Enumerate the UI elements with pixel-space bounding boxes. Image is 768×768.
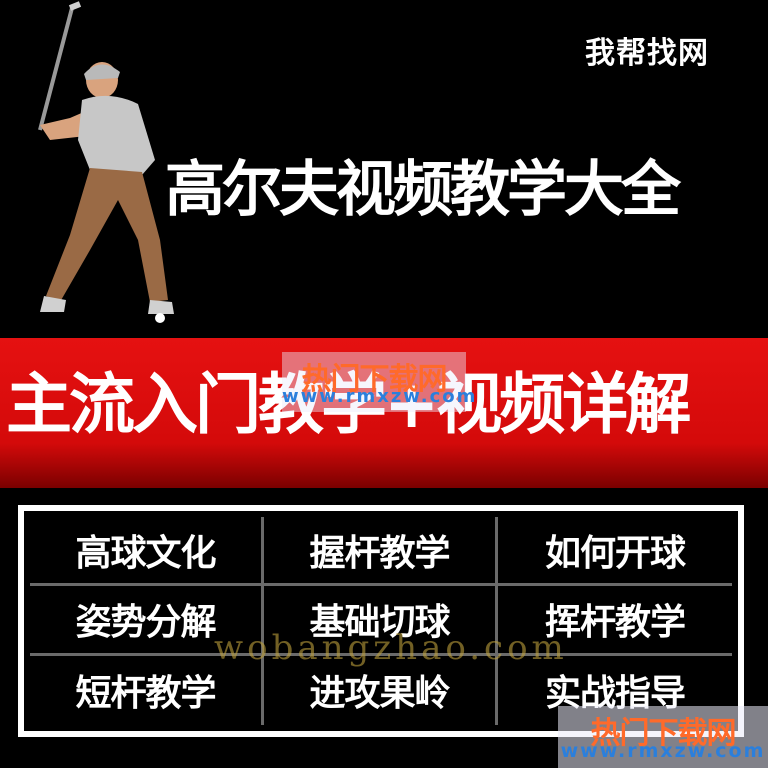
grid-cell: 挥杆教学 [498,586,732,656]
watermark-url-text: www.rmxzw.com [282,386,478,407]
grid-cell: 高球文化 [30,517,264,587]
grid-cell: 如何开球 [498,517,732,587]
grid-cell: 握杆教学 [264,517,498,587]
grid-cell: 姿势分解 [30,586,264,656]
topic-grid: 高球文化 握杆教学 如何开球 姿势分解 基础切球 挥杆教学 短杆教学 进攻果岭 … [30,517,732,725]
topic-grid-frame: 高球文化 握杆教学 如何开球 姿势分解 基础切球 挥杆教学 短杆教学 进攻果岭 … [18,505,744,737]
corner-watermark-big-text: 热门下载网 [590,716,737,751]
grid-cell: 基础切球 [264,586,498,656]
grid-cell: 短杆教学 [30,655,264,725]
brand-logo-text: 我帮找网 [585,36,709,71]
red-banner [0,338,768,488]
text-watermark: wobangzhao.com [214,628,568,668]
watermark-big-text: 热门下载网 [301,362,448,397]
download-site-watermark: 热门下载网 www.rmxzw.com [282,352,478,412]
main-title: 高尔夫视频教学大全 [165,155,681,225]
grid-cell: 进攻果岭 [264,655,498,725]
golfer-illustration [38,1,174,323]
banner-subtitle: 主流入门教学+视频详解 [6,366,691,443]
corner-watermark: 热门下载网 www.rmxzw.com [558,706,768,768]
corner-watermark-url-text: www.rmxzw.com [560,740,766,762]
